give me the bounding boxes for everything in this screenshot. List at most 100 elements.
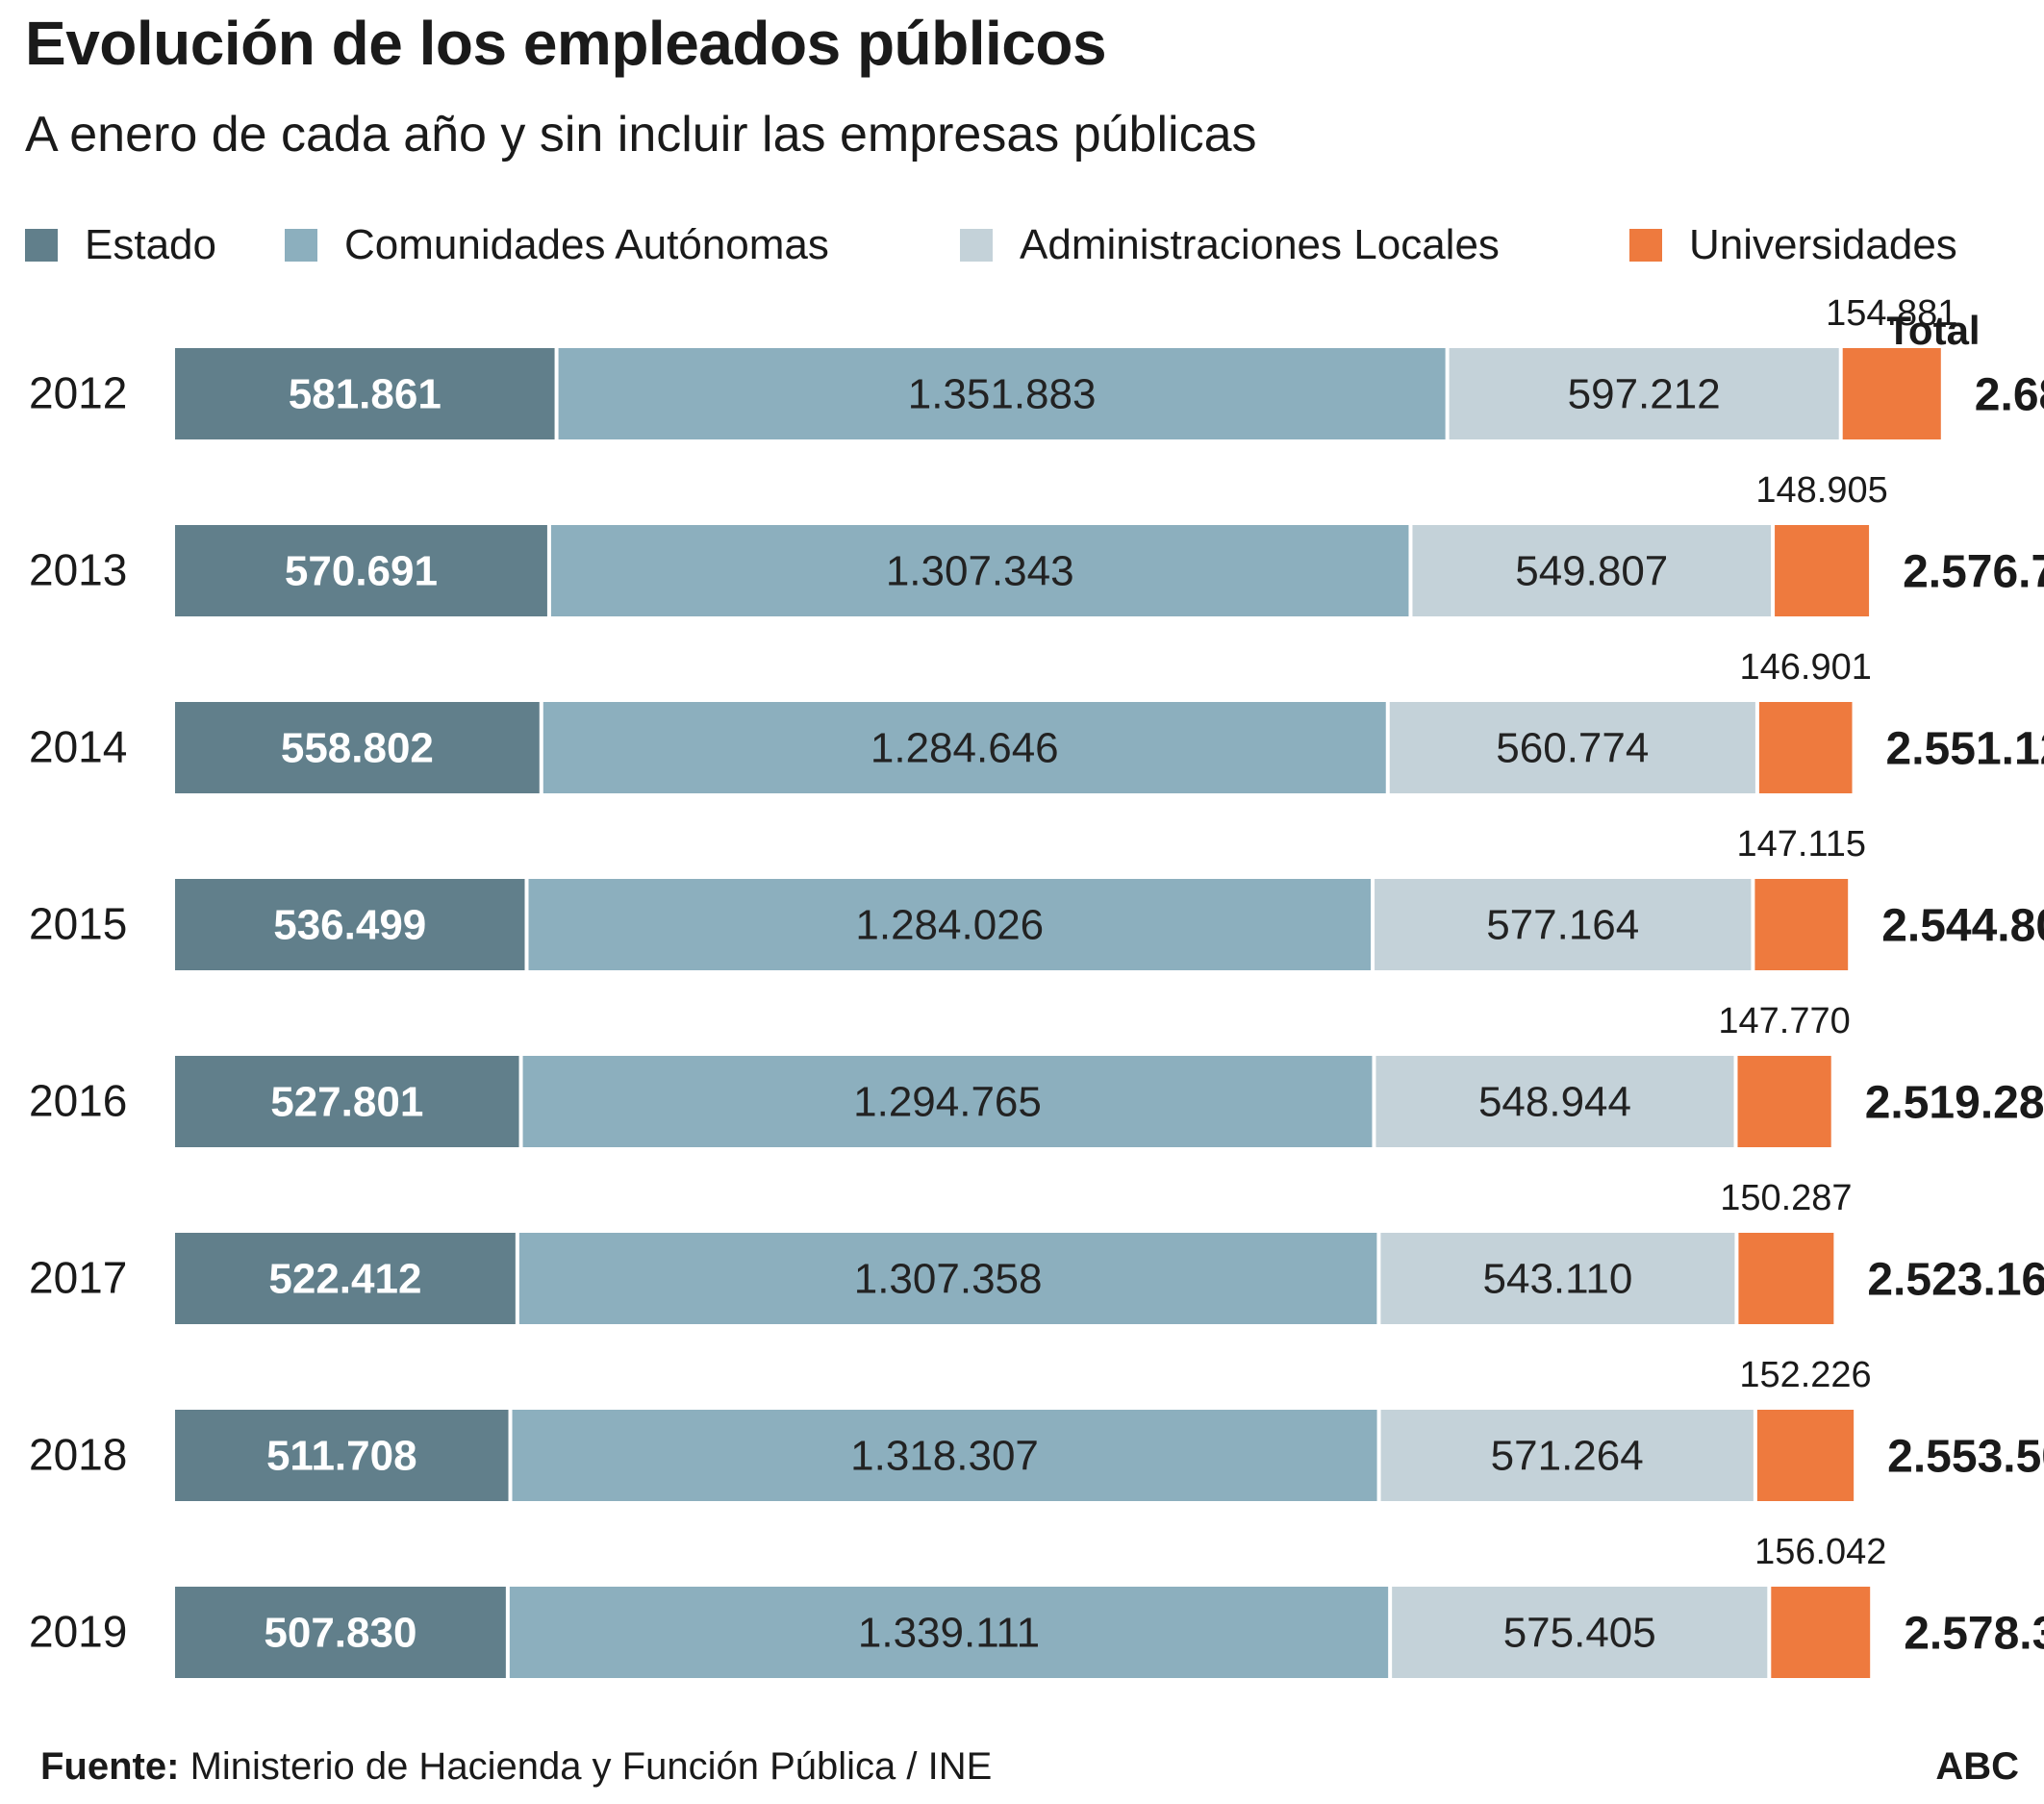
value-label-locales: 577.164 bbox=[1486, 902, 1639, 949]
year-label: 2015 bbox=[29, 899, 127, 949]
value-label-locales: 549.807 bbox=[1515, 548, 1668, 595]
source-prefix: Fuente: bbox=[40, 1745, 180, 1788]
value-label-estado: 522.412 bbox=[268, 1256, 421, 1303]
value-label-universidades: 146.901 bbox=[1740, 647, 1872, 688]
bar-segment-estado bbox=[175, 348, 555, 439]
bar-segment-universidades bbox=[1842, 348, 1941, 439]
value-label-universidades: 152.226 bbox=[1739, 1355, 1871, 1395]
value-label-universidades: 154.881 bbox=[1826, 293, 1957, 334]
source-note: Fuente: Ministerio de Hacienda y Función… bbox=[40, 1745, 992, 1789]
value-label-universidades: 156.042 bbox=[1754, 1532, 1886, 1572]
year-label: 2014 bbox=[29, 722, 127, 772]
value-label-locales: 597.212 bbox=[1568, 371, 1721, 418]
legend-label-locales: Administraciones Locales bbox=[1020, 221, 1500, 268]
bar-segment-universidades bbox=[1754, 879, 1849, 970]
value-label-universidades: 150.287 bbox=[1720, 1178, 1852, 1218]
value-label-comunidades: 1.307.343 bbox=[886, 548, 1074, 595]
value-label-locales: 575.405 bbox=[1503, 1610, 1656, 1657]
total-label: 2.523.167 bbox=[1867, 1255, 2044, 1306]
legend-label-comunidades: Comunidades Autónomas bbox=[344, 221, 829, 268]
total-label: 2.519.280 bbox=[1865, 1078, 2044, 1129]
bar-segment-estado bbox=[175, 1056, 519, 1147]
value-label-estado: 536.499 bbox=[273, 902, 426, 949]
value-label-comunidades: 1.339.111 bbox=[858, 1610, 1040, 1657]
bar-segment-universidades bbox=[1756, 1410, 1855, 1501]
value-label-estado: 558.802 bbox=[281, 725, 434, 772]
bar-segment-universidades bbox=[1771, 1587, 1871, 1678]
legend: Estado Comunidades Autónomas Administrac… bbox=[25, 216, 2035, 274]
value-label-comunidades: 1.284.026 bbox=[855, 902, 1044, 949]
bar-segment-comunidades bbox=[543, 702, 1386, 793]
bar-segment-comunidades bbox=[509, 1587, 1389, 1678]
value-label-comunidades: 1.284.646 bbox=[871, 725, 1059, 772]
value-label-estado: 570.691 bbox=[285, 548, 438, 595]
legend-label-estado: Estado bbox=[85, 221, 216, 268]
bar-segment-estado bbox=[175, 702, 540, 793]
value-label-estado: 581.861 bbox=[289, 371, 442, 418]
bar-segment-locales bbox=[1380, 1410, 1754, 1501]
bar-segment-universidades bbox=[1737, 1056, 1831, 1147]
totals-header: Total bbox=[1886, 308, 1980, 353]
legend-swatch-locales bbox=[960, 229, 993, 262]
bar-segment-universidades bbox=[1758, 702, 1853, 793]
bar-segment-comunidades bbox=[558, 348, 1446, 439]
bar-segment-comunidades bbox=[512, 1410, 1377, 1501]
bar-segment-locales bbox=[1392, 1587, 1768, 1678]
bar-segment-locales bbox=[1375, 1056, 1734, 1147]
legend-swatch-comunidades bbox=[285, 229, 317, 262]
legend-item-locales: Administraciones Locales bbox=[960, 216, 1500, 274]
value-label-estado: 511.708 bbox=[266, 1433, 417, 1480]
total-label: 2.551.123 bbox=[1886, 724, 2044, 775]
total-label: 2.553.505 bbox=[1887, 1432, 2044, 1483]
bar-segment-estado bbox=[175, 525, 547, 616]
value-label-locales: 560.774 bbox=[1496, 725, 1649, 772]
value-label-locales: 543.110 bbox=[1483, 1256, 1633, 1303]
year-label: 2016 bbox=[29, 1076, 127, 1126]
brand-logo-text: ABC bbox=[1935, 1745, 2019, 1788]
bar-segment-estado bbox=[175, 1587, 506, 1678]
bar-segment-estado bbox=[175, 879, 525, 970]
bar-segment-comunidades bbox=[528, 879, 1372, 970]
value-label-comunidades: 1.307.358 bbox=[854, 1256, 1043, 1303]
bar-segment-locales bbox=[1389, 702, 1755, 793]
year-label: 2012 bbox=[29, 368, 127, 418]
bar-segment-estado bbox=[175, 1410, 509, 1501]
legend-item-comunidades: Comunidades Autónomas bbox=[285, 216, 829, 274]
year-label: 2017 bbox=[29, 1253, 127, 1303]
total-label: 2.576.746 bbox=[1903, 547, 2044, 598]
bar-segment-comunidades bbox=[522, 1056, 1373, 1147]
bar-segment-comunidades bbox=[518, 1233, 1377, 1324]
bar-segment-locales bbox=[1380, 1233, 1735, 1324]
value-label-universidades: 147.770 bbox=[1718, 1001, 1850, 1041]
value-label-comunidades: 1.294.765 bbox=[853, 1079, 1042, 1126]
legend-item-universidades: Universidades bbox=[1629, 216, 1957, 274]
legend-swatch-universidades bbox=[1629, 229, 1662, 262]
value-label-estado: 527.801 bbox=[270, 1079, 423, 1126]
chart-title: Evolución de los empleados públicos bbox=[25, 9, 1107, 78]
total-label: 2.578.388 bbox=[1904, 1609, 2044, 1660]
value-label-locales: 548.944 bbox=[1478, 1079, 1631, 1126]
legend-item-estado: Estado bbox=[25, 216, 216, 274]
value-label-estado: 507.830 bbox=[264, 1610, 416, 1657]
bar-segment-comunidades bbox=[550, 525, 1409, 616]
value-label-comunidades: 1.318.307 bbox=[850, 1433, 1039, 1480]
source-text: Ministerio de Hacienda y Función Pública… bbox=[189, 1745, 993, 1788]
legend-swatch-estado bbox=[25, 229, 58, 262]
total-label: 2.685.837 bbox=[1975, 370, 2044, 421]
value-label-universidades: 147.115 bbox=[1737, 824, 1867, 864]
bar-segment-universidades bbox=[1775, 525, 1870, 616]
year-label: 2013 bbox=[29, 545, 127, 595]
total-label: 2.544.804 bbox=[1881, 901, 2044, 952]
year-label: 2018 bbox=[29, 1430, 127, 1480]
value-label-universidades: 148.905 bbox=[1755, 470, 1887, 511]
value-label-locales: 571.264 bbox=[1491, 1433, 1644, 1480]
chart-subtitle: A enero de cada año y sin incluir las em… bbox=[25, 107, 1257, 163]
bar-segment-universidades bbox=[1738, 1233, 1834, 1324]
bar-segment-locales bbox=[1412, 525, 1772, 616]
value-label-comunidades: 1.351.883 bbox=[908, 371, 1097, 418]
bar-segment-locales bbox=[1375, 879, 1752, 970]
bar-segment-estado bbox=[175, 1233, 516, 1324]
year-label: 2019 bbox=[29, 1607, 127, 1657]
bar-segment-locales bbox=[1449, 348, 1839, 439]
